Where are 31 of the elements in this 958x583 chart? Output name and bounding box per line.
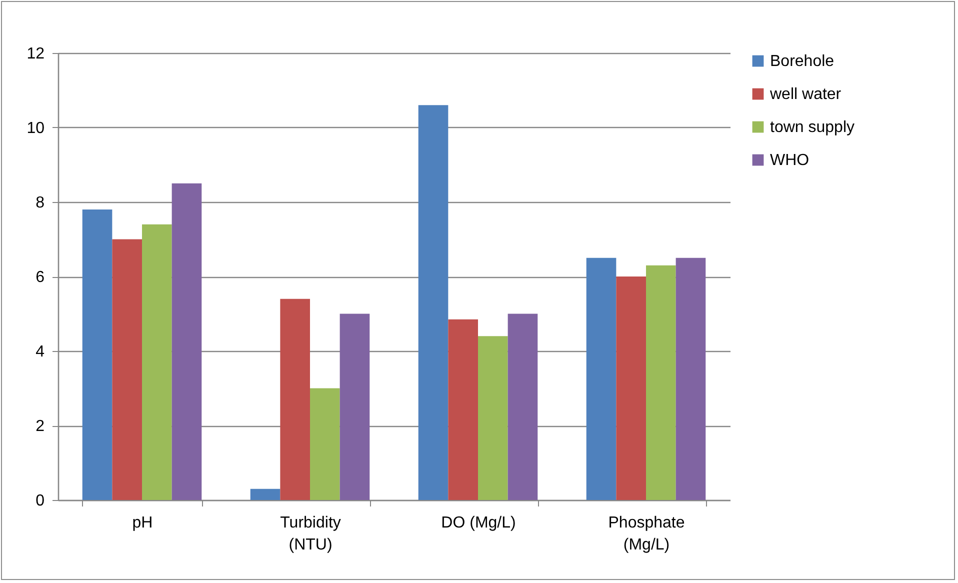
bar bbox=[478, 336, 508, 500]
bar bbox=[112, 239, 142, 500]
legend-label: town supply bbox=[770, 119, 854, 136]
bar bbox=[676, 258, 706, 500]
legend-label: WHO bbox=[770, 152, 810, 169]
x-tick-label: Phosphate (Mg/L) bbox=[608, 514, 685, 554]
y-tick-label: 8 bbox=[36, 194, 45, 212]
y-tick-label: 0 bbox=[36, 492, 45, 510]
x-tick-label: DO (Mg/L) bbox=[441, 514, 516, 532]
bar bbox=[172, 183, 202, 500]
bar bbox=[448, 319, 478, 500]
bar bbox=[616, 276, 646, 500]
bar bbox=[340, 314, 370, 500]
bar bbox=[82, 209, 112, 500]
y-tick-label: 12 bbox=[26, 46, 45, 62]
legend-label: Borehole bbox=[770, 53, 834, 70]
bar bbox=[142, 224, 172, 500]
y-tick-label: 6 bbox=[36, 269, 45, 286]
bar bbox=[508, 314, 538, 500]
bar bbox=[586, 258, 616, 500]
y-tick-label: 2 bbox=[36, 418, 45, 435]
y-tick-label: 4 bbox=[36, 344, 45, 360]
legend-label: well water bbox=[769, 86, 842, 103]
bar bbox=[418, 105, 448, 500]
bar bbox=[280, 298, 310, 500]
x-tick-label: Turbidity (NTU) bbox=[280, 514, 341, 554]
bar bbox=[310, 388, 340, 500]
y-tick-label: 10 bbox=[26, 120, 45, 137]
bar bbox=[646, 265, 676, 500]
bar bbox=[250, 488, 280, 500]
x-tick-label: pH bbox=[132, 514, 153, 532]
